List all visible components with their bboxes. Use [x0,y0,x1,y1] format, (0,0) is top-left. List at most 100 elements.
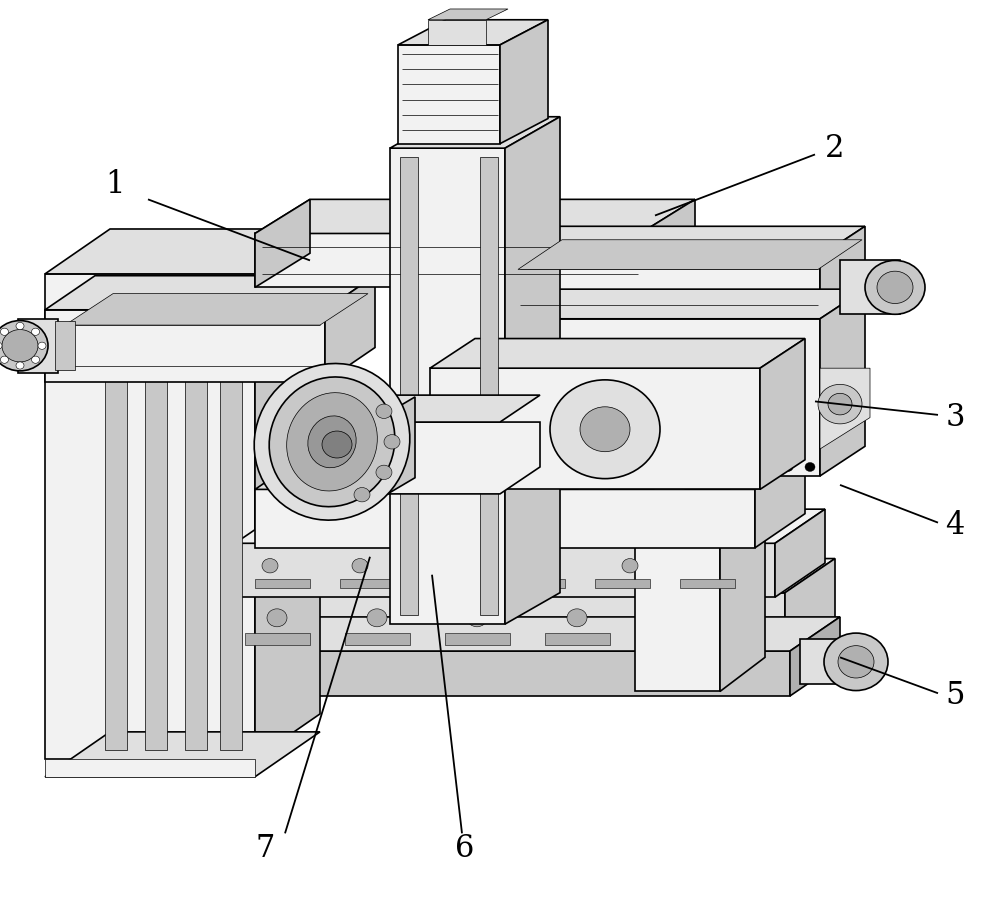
Circle shape [38,342,46,349]
Polygon shape [654,485,689,489]
Circle shape [838,646,874,678]
Circle shape [586,462,596,471]
Polygon shape [645,633,710,645]
Polygon shape [840,260,900,314]
Polygon shape [535,445,660,453]
Polygon shape [215,617,840,651]
Circle shape [376,404,392,418]
Circle shape [16,322,24,330]
Polygon shape [430,368,760,489]
Polygon shape [345,633,410,645]
Polygon shape [255,233,640,287]
Circle shape [564,462,574,471]
Polygon shape [398,20,548,45]
Circle shape [262,559,278,573]
Polygon shape [755,455,805,548]
Circle shape [442,559,458,573]
Polygon shape [18,319,58,373]
Circle shape [550,380,660,479]
Polygon shape [800,639,855,684]
Polygon shape [380,397,415,498]
Polygon shape [820,289,865,476]
Text: 4: 4 [945,510,965,541]
Polygon shape [820,368,870,449]
Polygon shape [145,283,167,750]
Text: 3: 3 [945,402,965,433]
Polygon shape [255,455,805,489]
Polygon shape [400,157,418,615]
Ellipse shape [287,392,377,491]
Circle shape [16,362,24,369]
Circle shape [805,462,815,471]
Polygon shape [218,559,268,656]
Circle shape [761,462,771,471]
Polygon shape [45,732,320,777]
Circle shape [828,393,852,415]
Polygon shape [255,199,695,233]
Circle shape [367,609,387,627]
Text: 7: 7 [255,833,275,864]
Circle shape [520,462,530,471]
Circle shape [673,462,683,471]
Circle shape [0,328,8,335]
Polygon shape [45,310,325,382]
Polygon shape [215,651,790,696]
Polygon shape [430,339,805,368]
Circle shape [783,462,793,471]
Circle shape [608,462,618,471]
Polygon shape [790,617,840,696]
Circle shape [0,342,2,349]
Polygon shape [428,9,508,20]
Polygon shape [255,199,310,287]
Circle shape [622,559,638,573]
Circle shape [652,462,662,471]
Polygon shape [820,226,865,319]
Polygon shape [510,579,565,588]
Circle shape [580,407,630,452]
Polygon shape [310,418,380,498]
Circle shape [352,559,368,573]
Polygon shape [105,283,127,750]
Polygon shape [275,485,310,489]
Polygon shape [45,759,255,777]
Circle shape [376,465,392,480]
Circle shape [667,609,687,627]
Ellipse shape [269,377,395,506]
Circle shape [877,271,913,304]
Polygon shape [760,339,805,489]
Circle shape [739,462,749,471]
Circle shape [532,559,548,573]
Polygon shape [340,579,395,588]
Ellipse shape [308,416,356,468]
Polygon shape [245,633,310,645]
Circle shape [0,321,48,371]
Circle shape [567,609,587,627]
Circle shape [0,357,8,364]
Circle shape [267,609,287,627]
Polygon shape [255,229,320,759]
Polygon shape [185,283,207,750]
Text: 6: 6 [455,833,475,864]
Polygon shape [427,485,462,489]
Circle shape [542,462,552,471]
Polygon shape [545,633,610,645]
Polygon shape [505,117,560,624]
Polygon shape [290,422,540,494]
Circle shape [818,384,862,424]
Circle shape [630,462,640,471]
Bar [650,400,695,427]
Polygon shape [518,240,862,269]
Polygon shape [510,226,865,256]
Polygon shape [45,229,320,274]
Circle shape [32,357,40,364]
Polygon shape [595,579,650,588]
Polygon shape [235,543,775,597]
Circle shape [354,488,370,502]
Polygon shape [65,294,368,325]
Circle shape [384,435,400,449]
Polygon shape [390,117,560,148]
Polygon shape [45,276,375,310]
Circle shape [865,260,925,314]
Polygon shape [680,579,735,588]
Polygon shape [398,45,500,144]
